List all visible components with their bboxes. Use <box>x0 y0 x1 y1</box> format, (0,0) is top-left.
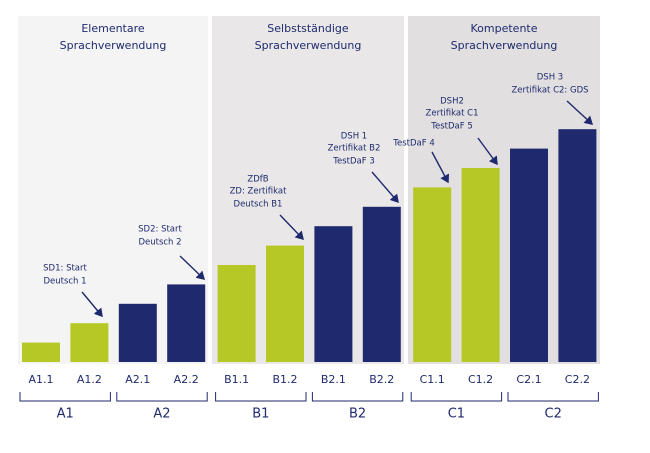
bar <box>118 303 157 362</box>
annotation: Deutsch 1 <box>43 277 86 287</box>
bar <box>510 148 548 362</box>
annotation: ZD: Zertifikat <box>230 187 288 197</box>
arrow <box>179 255 206 280</box>
annotation: Deutsch 2 <box>138 238 181 248</box>
group-label: C1 <box>448 407 465 422</box>
annotation: Zertifikat C1 <box>426 109 479 119</box>
x-tick-label: C1.1 <box>420 373 445 386</box>
bar <box>217 265 256 362</box>
annotation: DSH 1 <box>341 132 367 142</box>
bar <box>558 129 597 362</box>
annotation: Deutsch B1 <box>234 200 283 210</box>
bracket <box>311 392 404 402</box>
x-tick-label: A1.2 <box>77 373 102 386</box>
group-label: C2 <box>545 407 562 422</box>
bracket <box>116 392 208 402</box>
group-label: B1 <box>252 407 269 422</box>
bracket <box>215 392 307 402</box>
annotation: SD1: Start <box>43 264 87 274</box>
x-tick-label: C1.2 <box>468 373 493 386</box>
group-label: B2 <box>349 407 366 422</box>
x-tick-label: C2.1 <box>516 373 541 386</box>
bar <box>461 168 500 362</box>
bar <box>266 245 304 362</box>
bracket <box>507 392 599 402</box>
panel-title: Sprachverwendung <box>255 39 362 52</box>
panel-title: Sprachverwendung <box>451 39 558 52</box>
panel-title: Sprachverwendung <box>60 39 167 52</box>
bar <box>413 187 452 362</box>
bar <box>314 226 353 362</box>
arrow <box>431 151 450 184</box>
x-tick-label: A2.2 <box>174 373 199 386</box>
group-label: A1 <box>57 407 74 422</box>
x-tick-label: A2.1 <box>125 373 150 386</box>
arrow <box>566 100 594 125</box>
panel-title: Elementare <box>81 22 145 35</box>
bar <box>70 323 109 362</box>
bracket <box>410 392 503 402</box>
panel-title: Selbstständige <box>267 22 349 35</box>
arrow <box>477 137 498 166</box>
x-tick-label: C2.2 <box>565 373 590 386</box>
annotation: TestDaF 3 <box>332 157 375 167</box>
bracket <box>19 392 111 402</box>
annotation: DSH 3 <box>537 73 563 83</box>
annotation: SD2: Start <box>138 225 182 235</box>
arrow <box>371 171 399 204</box>
x-tick-label: B2.1 <box>321 373 346 386</box>
arrow <box>81 291 103 318</box>
x-tick-label: B1.2 <box>272 373 297 386</box>
annotation: TestDaF 4 <box>392 139 435 149</box>
panel-title: Kompetente <box>471 22 538 35</box>
bar <box>362 206 401 362</box>
x-tick-label: B2.2 <box>369 373 394 386</box>
x-tick-label: A1.1 <box>28 373 53 386</box>
annotation: Zertifikat B2 <box>328 144 381 154</box>
bar <box>22 342 60 362</box>
annotation: Zertifikat C2: GDS <box>511 86 588 96</box>
x-tick-label: B1.1 <box>224 373 249 386</box>
annotation: ZDfB <box>247 175 268 185</box>
annotation: DSH2 <box>440 97 464 107</box>
annotation: TestDaF 5 <box>430 122 473 132</box>
group-label: A2 <box>153 407 170 422</box>
bar <box>167 284 206 362</box>
arrow <box>279 214 304 241</box>
